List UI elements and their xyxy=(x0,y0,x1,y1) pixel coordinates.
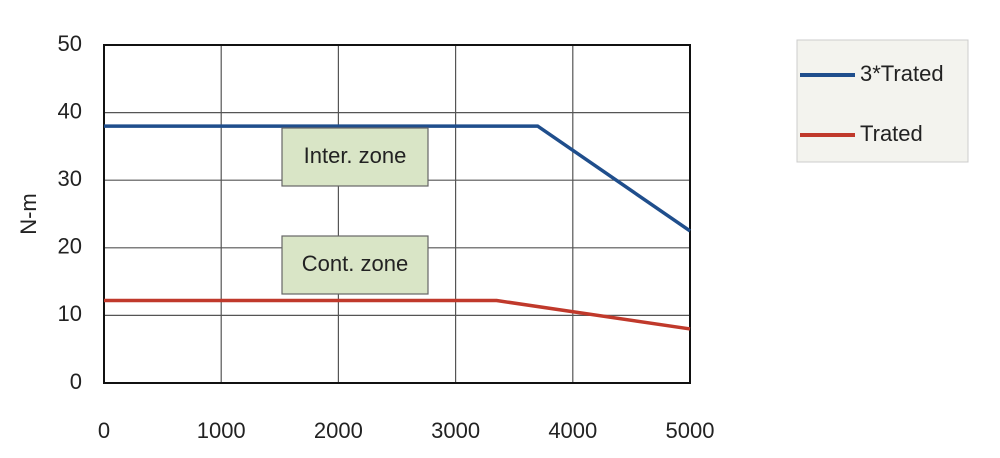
y-tick-label: 30 xyxy=(58,166,82,191)
x-tick-label: 2000 xyxy=(314,418,363,443)
legend-label: 3*Trated xyxy=(860,61,944,86)
line-series xyxy=(104,298,691,331)
x-tick-label: 3000 xyxy=(431,418,480,443)
annotation-box xyxy=(281,127,429,187)
annotation-box xyxy=(281,235,429,295)
y-tick-label: 0 xyxy=(70,369,82,394)
annotation: Cont. zone xyxy=(302,251,408,276)
legend-label: Trated xyxy=(860,121,923,146)
y-tick-label: 20 xyxy=(58,234,82,259)
x-tick-label: 5000 xyxy=(666,418,715,443)
y-tick-label: 40 xyxy=(58,98,82,123)
plot-frame xyxy=(103,44,691,384)
legend-box xyxy=(796,39,969,163)
y-tick-label: 10 xyxy=(58,301,82,326)
y-tick-label: 50 xyxy=(58,31,82,56)
annotation: Inter. zone xyxy=(304,143,407,168)
x-tick-label: 4000 xyxy=(548,418,597,443)
line-series xyxy=(104,124,691,233)
x-tick-label: 1000 xyxy=(197,418,246,443)
y-axis-label: N-m xyxy=(16,193,41,235)
x-tick-label: 0 xyxy=(98,418,110,443)
